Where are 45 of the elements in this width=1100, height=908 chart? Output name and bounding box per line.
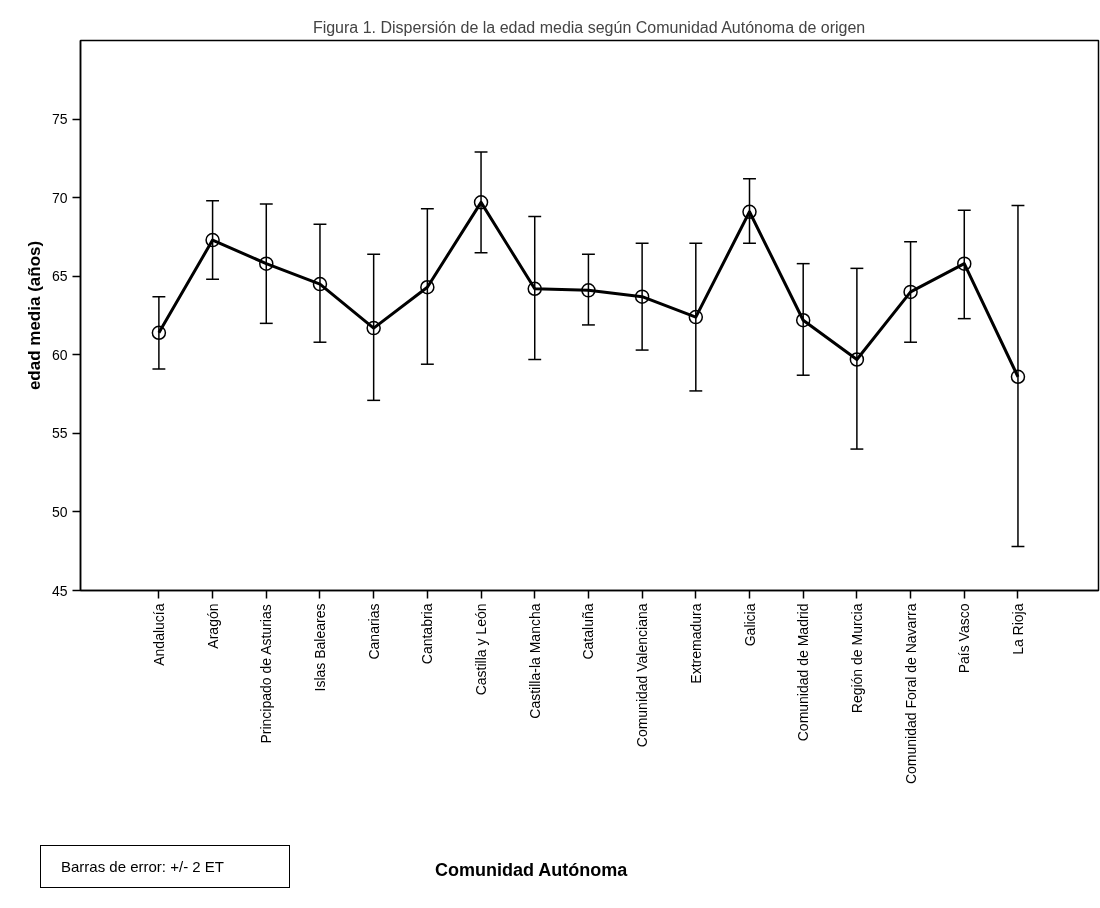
- point: [957, 256, 972, 271]
- x-tick-label: Castilla y León: [473, 603, 490, 696]
- x-tick-label: Islas Baleares: [311, 603, 328, 692]
- x-tick-label: Comunidad Foral de Navarra: [902, 603, 919, 785]
- point: [205, 232, 220, 248]
- x-tick-label: Comunidad de Madrid: [795, 603, 812, 742]
- chart-title: Figura 1. Dispersión de la edad media según Comunidad Autónoma de origen: [312, 18, 866, 36]
- y-tick-label: 50: [51, 503, 68, 520]
- x-tick-label: Canarias: [365, 603, 382, 660]
- point: [312, 276, 328, 292]
- x-tick-label: Andalucía: [150, 603, 167, 666]
- x-tick-label: Galicia: [741, 603, 758, 647]
- y-tick-label: 45: [51, 582, 68, 599]
- x-tick-label: Extremadura: [687, 603, 704, 684]
- x-tick-label: País Vasco: [956, 603, 973, 674]
- point: [420, 279, 435, 295]
- x-tick-label: Cataluña: [580, 603, 597, 660]
- y-tick-label: 75: [51, 111, 68, 128]
- point: [473, 195, 489, 210]
- point: [742, 204, 757, 220]
- x-tick-label: Comunidad Valenciana: [634, 603, 651, 748]
- point: [1010, 369, 1026, 385]
- x-tick-label: Castilla-la Mancha: [526, 603, 543, 719]
- x-tick-label: La Rioja: [1009, 603, 1026, 655]
- point: [366, 320, 381, 336]
- y-tick-label: 65: [51, 268, 68, 285]
- point: [581, 283, 596, 298]
- y-axis-title: edad media (años): [24, 240, 44, 391]
- x-tick-label: Principado de Asturias: [258, 604, 275, 744]
- y-tick-label: 55: [51, 425, 68, 442]
- point: [634, 289, 650, 304]
- point: [903, 284, 918, 300]
- point: [688, 309, 704, 325]
- x-tick-label: Cantabria: [419, 603, 436, 665]
- text: Barras de error: +/- 2 ET: [61, 857, 224, 877]
- y-tick-label: 60: [51, 346, 68, 363]
- point: [259, 256, 274, 271]
- point: [849, 352, 865, 367]
- y-tick-label: 70: [51, 189, 68, 206]
- point: [151, 325, 167, 341]
- point: [795, 312, 811, 328]
- x-tick-label: Región de Murcia: [848, 603, 865, 714]
- x-axis-title: Comunidad Autónoma: [435, 859, 628, 882]
- x-tick-label: Aragón: [204, 603, 221, 649]
- point: [527, 281, 542, 297]
